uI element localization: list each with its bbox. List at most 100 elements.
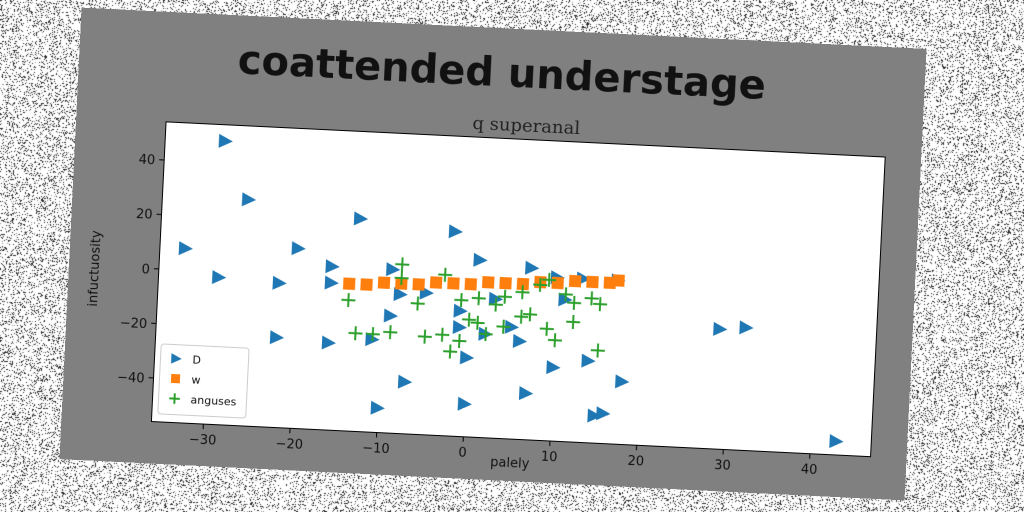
data-point: [453, 303, 468, 318]
data-point: [462, 312, 477, 327]
y-tick-label: 20: [136, 207, 153, 223]
data-point: [348, 326, 363, 341]
data-point: [459, 350, 475, 365]
data-point: [383, 308, 399, 323]
data-point: [417, 329, 432, 344]
data-point: [448, 224, 463, 239]
data-point: [504, 319, 520, 334]
data-point: [429, 276, 443, 289]
data-point: [353, 211, 369, 226]
data-point: [558, 287, 573, 302]
legend-label: anguses: [190, 393, 237, 408]
data-point: [568, 274, 582, 288]
data-point: [586, 275, 599, 289]
y-tick-label: −20: [119, 316, 147, 332]
data-point: [471, 291, 486, 306]
data-point: [269, 330, 285, 345]
data-point: [342, 277, 356, 291]
data-point: [464, 277, 478, 291]
data-point: [454, 293, 469, 308]
x-tick-label: −20: [275, 437, 303, 453]
data-point: [567, 295, 582, 310]
legend-marker: [169, 393, 180, 404]
data-point: [546, 360, 561, 375]
data-point: [410, 296, 425, 311]
data-point: [435, 327, 450, 342]
x-tick-label: 20: [627, 454, 644, 470]
data-point: [481, 276, 495, 289]
data-point: [499, 276, 512, 290]
legend: Dw anguses: [157, 343, 250, 419]
data-point: [518, 386, 534, 401]
x-axis-label: palely: [490, 455, 530, 472]
data-point: [211, 270, 227, 285]
data-point: [370, 400, 385, 415]
x-tick-label: 30: [714, 458, 731, 474]
data-point: [397, 374, 413, 389]
data-point: [393, 287, 408, 302]
data-point: [488, 297, 503, 312]
plot-frame: [150, 121, 886, 458]
data-point: [525, 260, 540, 275]
data-point: [587, 408, 602, 423]
data-point: [496, 319, 511, 334]
data-point: [713, 321, 728, 336]
data-point: [395, 257, 410, 272]
data-point: [533, 277, 548, 292]
series-w: [342, 274, 625, 291]
data-point: [325, 259, 340, 274]
data-point: [443, 344, 458, 359]
y-tick-label: −40: [117, 370, 145, 386]
figure: coattended understage q superanal −30 −20…: [59, 7, 927, 501]
data-point: [542, 272, 557, 287]
legend-label: D: [192, 353, 201, 366]
data-point: [551, 276, 564, 290]
data-point: [377, 276, 391, 289]
data-point: [590, 343, 605, 358]
data-point: [447, 277, 460, 290]
data-point: [412, 278, 425, 291]
data-point: [473, 252, 488, 267]
data-point: [341, 293, 356, 308]
data-point: [739, 320, 754, 335]
data-point: [383, 325, 398, 340]
x-tick-label: −30: [189, 432, 217, 448]
data-point: [539, 321, 554, 336]
data-point: [394, 271, 409, 286]
data-point: [365, 327, 380, 342]
data-point: [512, 333, 528, 348]
data-point: [241, 192, 257, 207]
x-tick-label: 40: [800, 462, 817, 478]
data-point: [514, 309, 529, 324]
data-point: [360, 278, 373, 291]
data-point: [523, 307, 538, 322]
y-tick-label: 40: [138, 153, 155, 169]
data-point: [218, 133, 233, 148]
series-D: [178, 133, 844, 449]
x-tick-label: 10: [541, 450, 558, 466]
data-point: [478, 327, 493, 342]
data-point: [438, 267, 453, 282]
legend-marker: [170, 373, 181, 384]
y-tick-label: 0: [141, 262, 150, 277]
data-point: [178, 241, 193, 256]
data-point: [593, 297, 608, 312]
data-point: [515, 285, 530, 300]
data-point: [566, 314, 581, 330]
data-point: [612, 274, 625, 287]
data-point: [272, 275, 287, 290]
data-point: [615, 374, 630, 389]
legend-marker: [171, 353, 182, 364]
data-point: [291, 241, 306, 256]
x-tick-label: −10: [362, 441, 390, 457]
data-point: [497, 289, 512, 304]
data-point: [457, 396, 472, 411]
chart-figure: coattended understage q superanal −30 −20…: [59, 7, 927, 501]
data-point: [452, 320, 467, 335]
data-point: [547, 333, 562, 348]
data-point: [324, 275, 339, 290]
data-point: [581, 353, 596, 368]
x-tick-label: 0: [458, 446, 467, 461]
data-point: [321, 335, 336, 350]
data-point: [829, 434, 844, 449]
